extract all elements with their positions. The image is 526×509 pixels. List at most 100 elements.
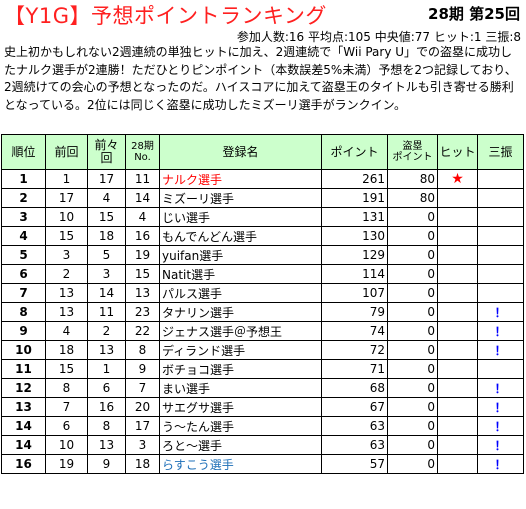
table-row: 6 2 3 15 Natit選手 114 0 <box>1 264 524 284</box>
hit-cell <box>437 359 478 379</box>
prev-cell: 18 <box>45 340 88 360</box>
term-no-cell: 19 <box>125 245 160 265</box>
prev-cell: 13 <box>45 283 88 303</box>
table-row: 16 19 9 18 らすこう選手 57 0 ！ <box>1 454 524 474</box>
table-row: 2 17 4 14 ミズーリ選手 191 80 <box>1 188 524 208</box>
term-no-cell: 23 <box>125 302 160 322</box>
strikeout-cell <box>477 188 524 208</box>
points-cell: 114 <box>321 264 388 284</box>
table-row: 1 1 17 11 ナルク選手 261 80 ★ <box>1 169 524 189</box>
col-prev2: 前々 回 <box>87 134 126 170</box>
strikeout-cell <box>477 359 524 379</box>
term-no-cell: 15 <box>125 264 160 284</box>
strikeout-cell: ！ <box>477 454 524 474</box>
name-cell: ボチョコ選手 <box>159 359 322 379</box>
name-cell: らすこう選手 <box>159 454 322 474</box>
prev2-cell: 9 <box>87 454 126 474</box>
term-no-cell: 3 <box>125 435 160 455</box>
strikeout-cell: ！ <box>477 435 524 455</box>
points-cell: 261 <box>321 169 388 189</box>
table-row: 11 15 1 9 ボチョコ選手 71 0 <box>1 359 524 379</box>
table-row: 8 13 11 23 タナリン選手 79 0 ！ <box>1 302 524 322</box>
term-no-cell: 18 <box>125 454 160 474</box>
table-row: 14 10 13 3 ろと～選手 63 0 ！ <box>1 435 524 455</box>
prev2-cell: 17 <box>87 169 126 189</box>
hit-cell <box>437 302 478 322</box>
name-cell: もんでんどん選手 <box>159 226 322 246</box>
hit-cell: ★ <box>437 169 478 189</box>
prev2-cell: 13 <box>87 340 126 360</box>
table-row: 9 4 2 22 ジェナス選手＠予想王 74 0！ <box>1 321 524 341</box>
hit-cell <box>437 226 478 246</box>
name-cell: まい選手 <box>159 378 322 398</box>
col-hit: ヒット <box>437 134 478 170</box>
name-cell: ディランド選手 <box>159 340 322 360</box>
term-no-cell: 20 <box>125 397 160 417</box>
round-label: 28期 第25回 <box>428 5 520 23</box>
steal-points-cell: 0 <box>387 283 438 303</box>
steal-points-cell: 0 <box>387 454 438 474</box>
prev2-cell: 6 <box>87 378 126 398</box>
rank-cell: 1 <box>1 169 46 189</box>
prev-cell: 7 <box>45 397 88 417</box>
rank-cell: 7 <box>1 283 46 303</box>
prev2-cell: 4 <box>87 188 126 208</box>
prev-cell: 10 <box>45 207 88 227</box>
col-term-no: 28期 No. <box>125 134 160 170</box>
name-cell: タナリン選手 <box>159 302 322 322</box>
prev-cell: 6 <box>45 416 88 436</box>
rank-cell: 3 <box>1 207 46 227</box>
name-cell: う～たん選手 <box>159 416 322 436</box>
prev-cell: 19 <box>45 454 88 474</box>
strikeout-cell <box>477 245 524 265</box>
term-no-cell: 22 <box>125 321 160 341</box>
hit-cell <box>437 245 478 265</box>
steal-points-cell: 0 <box>387 264 438 284</box>
table-header-row: 順位 前回 前々 回 28期 No. 登録名 ポイント 盗塁 ポイント ヒット … <box>1 134 524 170</box>
name-cell: Natit選手 <box>159 264 322 284</box>
points-cell: 107 <box>321 283 388 303</box>
prev2-cell: 11 <box>87 302 126 322</box>
name-cell: ミズーリ選手 <box>159 188 322 208</box>
points-cell: 191 <box>321 188 388 208</box>
strikeout-cell <box>477 207 524 227</box>
term-no-cell: 7 <box>125 378 160 398</box>
name-cell: ジェナス選手＠予想王 <box>159 321 322 341</box>
col-strikeout: 三振 <box>477 134 524 170</box>
steal-points-cell: 0 <box>387 245 438 265</box>
steal-points-cell: 0 <box>387 226 438 246</box>
prev-cell: 15 <box>45 226 88 246</box>
table-row: 12 8 6 7 まい選手 68 0 ！ <box>1 378 524 398</box>
page-title: 【Y1G】予想ポイントランキング <box>4 4 327 28</box>
steal-points-cell: 0 <box>387 321 438 341</box>
hit-cell <box>437 207 478 227</box>
steal-points-cell: 80 <box>387 188 438 208</box>
table-row: 14 6 8 17 う～たん選手 63 0 ！ <box>1 416 524 436</box>
col-steal-points: 盗塁 ポイント <box>387 134 438 170</box>
prev2-cell: 15 <box>87 207 126 227</box>
term-no-cell: 16 <box>125 226 160 246</box>
term-no-cell: 8 <box>125 340 160 360</box>
rank-cell: 16 <box>1 454 46 474</box>
term-no-cell: 14 <box>125 188 160 208</box>
term-no-cell: 13 <box>125 283 160 303</box>
points-cell: 57 <box>321 454 388 474</box>
points-cell: 74 <box>321 321 388 341</box>
prev2-cell: 16 <box>87 397 126 417</box>
strikeout-cell <box>477 264 524 284</box>
points-cell: 130 <box>321 226 388 246</box>
table-row: 7 13 14 13 パルス選手 107 0 <box>1 283 524 303</box>
prev2-cell: 18 <box>87 226 126 246</box>
prev-cell: 15 <box>45 359 88 379</box>
steal-points-cell: 0 <box>387 397 438 417</box>
hit-cell <box>437 454 478 474</box>
prev-cell: 17 <box>45 188 88 208</box>
hit-cell <box>437 283 478 303</box>
hit-cell <box>437 435 478 455</box>
prev2-cell: 13 <box>87 435 126 455</box>
hit-cell <box>437 321 478 341</box>
points-cell: 71 <box>321 359 388 379</box>
hit-cell <box>437 188 478 208</box>
summary-stats: 参加人数:16 平均点:105 中央値:77 ヒット:1 三振:8 <box>236 30 521 44</box>
strikeout-cell: ！ <box>477 321 524 341</box>
